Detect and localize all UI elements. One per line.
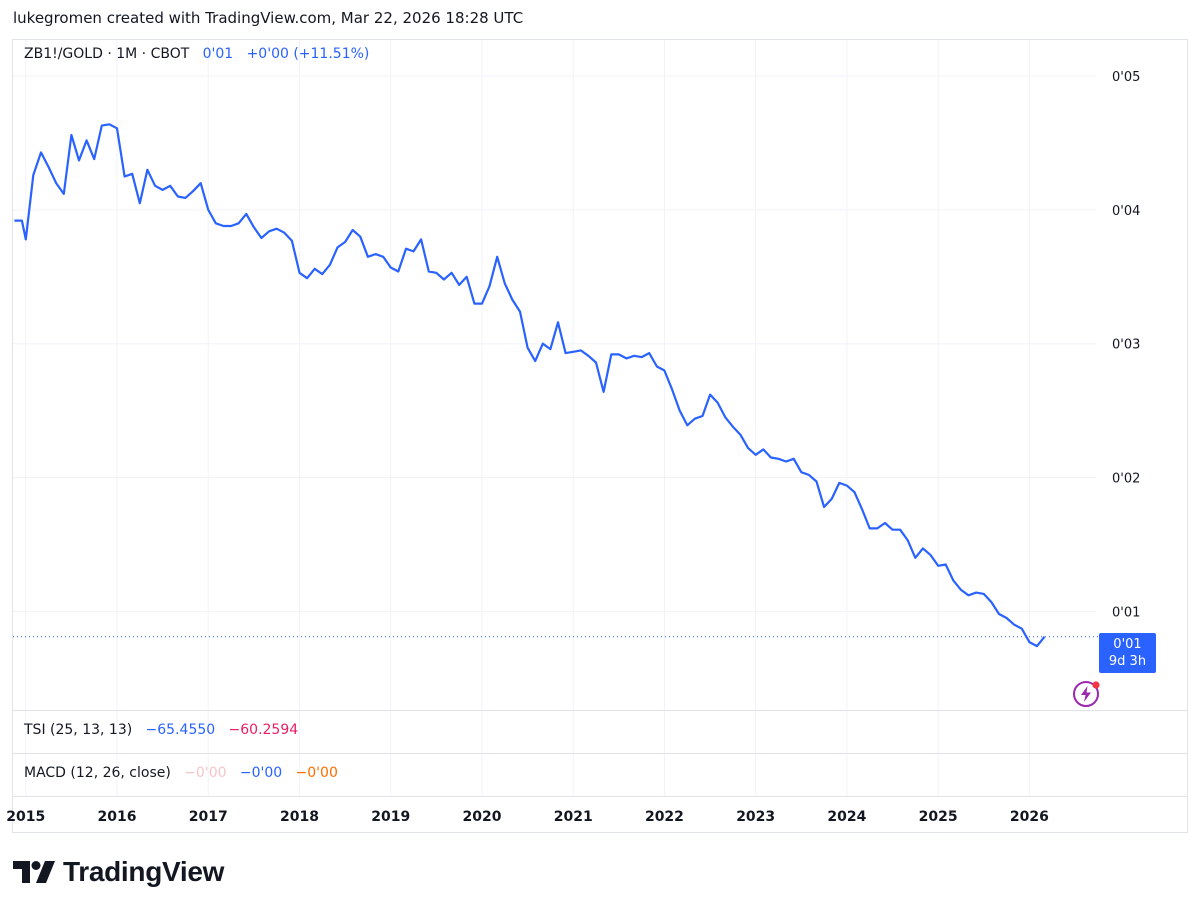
x-tick-label: 2021 [554,809,593,825]
last-price-value: 0'01 [202,46,234,62]
macd-value-2: −0'00 [239,765,283,781]
x-tick-label: 2016 [98,809,137,825]
tsi-value-2: −60.2594 [228,722,299,738]
current-price-value: 0'01 [1113,637,1142,652]
pane-divider-macd[interactable] [12,753,1188,754]
chart-frame [12,39,1188,833]
tsi-label: TSI (25, 13, 13) [24,722,133,738]
y-tick-label: 0'01 [1112,605,1140,620]
y-tick-label: 0'05 [1112,70,1140,85]
current-price-label: 0'01 9d 3h [1099,633,1156,673]
y-tick-label: 0'03 [1112,338,1140,353]
lightning-badge-icon[interactable] [1069,677,1103,711]
x-tick-label: 2019 [371,809,410,825]
x-tick-label: 2023 [736,809,775,825]
price-change-value: +0'00 (+11.51%) [246,46,370,62]
tradingview-logo-text: TradingView [63,856,225,887]
x-tick-label: 2020 [462,809,501,825]
chart-attribution: lukegromen created with TradingView.com,… [13,9,524,27]
time-axis-divider [12,796,1188,797]
x-tick-label: 2025 [919,809,958,825]
x-tick-label: 2015 [6,809,45,825]
y-tick-label: 0'04 [1112,204,1140,219]
macd-value-1: −0'00 [184,765,227,781]
tsi-legend[interactable]: TSI (25, 13, 13) −65.4550 −60.2594 [24,722,298,738]
symbol-label[interactable]: ZB1!/GOLD · 1M · CBOT [24,46,190,62]
x-tick-label: 2024 [827,809,866,825]
chart-legend: ZB1!/GOLD · 1M · CBOT 0'01 +0'00 (+11.51… [24,46,369,62]
y-tick-label: 0'02 [1112,472,1140,487]
x-tick-label: 2017 [189,809,228,825]
bar-countdown: 9d 3h [1108,654,1147,669]
x-tick-label: 2018 [280,809,319,825]
x-tick-label: 2026 [1010,809,1049,825]
x-tick-label: 2022 [645,809,684,825]
macd-legend[interactable]: MACD (12, 26, close) −0'00 −0'00 −0'00 [24,765,338,781]
macd-value-3: −0'00 [295,765,338,781]
macd-label: MACD (12, 26, close) [24,765,171,781]
tsi-value-1: −65.4550 [145,722,216,738]
tradingview-logo[interactable]: TradingView [13,856,224,888]
price-series-line [14,123,1046,648]
pane-divider-tsi[interactable] [12,710,1188,711]
tradingview-logo-icon [13,861,55,883]
